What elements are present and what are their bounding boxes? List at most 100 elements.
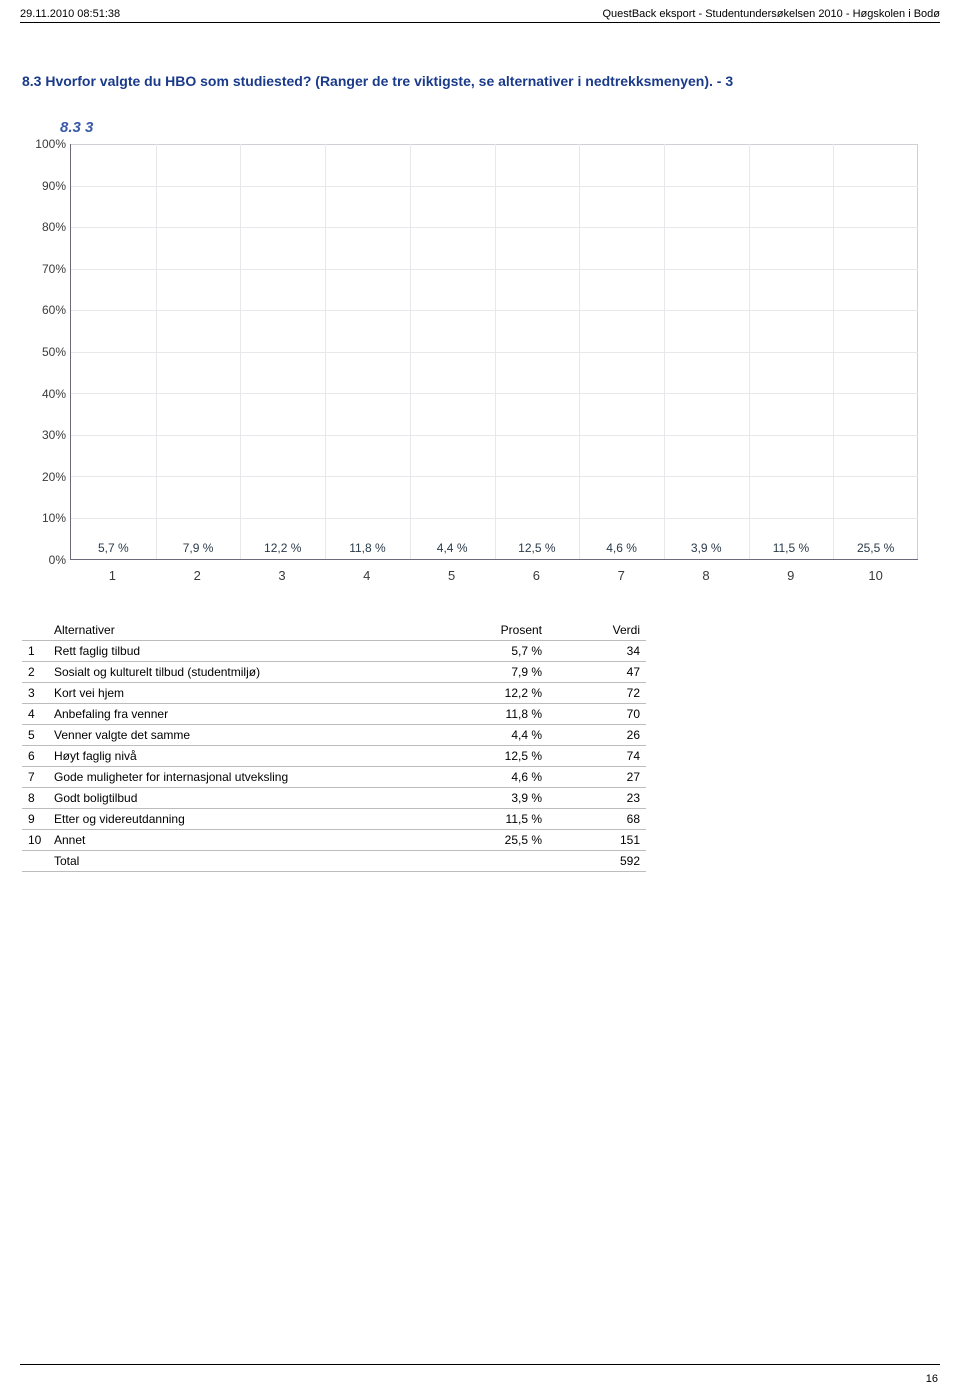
chart-container: 8.3 3 0%10%20%30%40%50%60%70%80%90%100% … (0, 99, 960, 598)
y-tick-label: 20% (42, 470, 66, 484)
table-row: 3Kort vei hjem12,2 %72 (22, 683, 646, 704)
row-prosent: 5,7 % (448, 641, 548, 662)
row-verdi: 72 (548, 683, 646, 704)
row-prosent: 7,9 % (448, 662, 548, 683)
table-row: 5Venner valgte det samme4,4 %26 (22, 725, 646, 746)
row-verdi: 47 (548, 662, 646, 683)
y-tick-label: 100% (35, 137, 66, 151)
table-row: 8Godt boligtilbud3,9 %23 (22, 788, 646, 809)
x-tick-label: 6 (533, 568, 540, 583)
bar-value-label: 11,5 % (773, 541, 809, 555)
row-prosent: 12,5 % (448, 746, 548, 767)
table-header-row: Alternativer Prosent Verdi (22, 620, 646, 641)
row-label: Gode muligheter for internasjonal utveks… (48, 767, 448, 788)
row-prosent: 11,8 % (448, 704, 548, 725)
bar-value-label: 3,9 % (691, 541, 722, 555)
y-tick-label: 90% (42, 179, 66, 193)
x-tick-label: 1 (109, 568, 116, 583)
footer-rule (20, 1364, 940, 1365)
y-tick-label: 0% (49, 553, 66, 567)
y-tick-label: 30% (42, 428, 66, 442)
row-index: 2 (22, 662, 48, 683)
table-total-row: Total 592 (22, 851, 646, 872)
row-prosent: 4,6 % (448, 767, 548, 788)
y-tick-label: 80% (42, 220, 66, 234)
bar-value-label: 5,7 % (98, 541, 129, 555)
question-title: 8.3 Hvorfor valgte du HBO som studiested… (0, 23, 960, 99)
bar-value-label: 4,6 % (606, 541, 637, 555)
table-header-empty (22, 620, 48, 641)
bar-chart: 0% 10% 20% 30% 40% 50% 60% 70% 80% 90% 100% 5,7 % 7… (24, 138, 924, 588)
table-row: 9Etter og videreutdanning11,5 %68 (22, 809, 646, 830)
row-label: Etter og videreutdanning (48, 809, 448, 830)
row-prosent: 12,2 % (448, 683, 548, 704)
x-tick-label: 10 (868, 568, 882, 583)
row-index: 9 (22, 809, 48, 830)
row-label: Kort vei hjem (48, 683, 448, 704)
x-tick-label: 2 (194, 568, 201, 583)
table-header-alternativer: Alternativer (48, 620, 448, 641)
total-label: Total (48, 851, 448, 872)
row-index: 1 (22, 641, 48, 662)
row-prosent: 25,5 % (448, 830, 548, 851)
row-label: Rett faglig tilbud (48, 641, 448, 662)
chart-plot-area: 5,7 %7,9 %12,2 %11,8 %4,4 %12,5 %4,6 %3,… (70, 144, 918, 560)
row-label: Sosialt og kulturelt tilbud (studentmilj… (48, 662, 448, 683)
row-verdi: 23 (548, 788, 646, 809)
table-row: 4Anbefaling fra venner11,8 %70 (22, 704, 646, 725)
row-label: Høyt faglig nivå (48, 746, 448, 767)
y-tick-label: 50% (42, 345, 66, 359)
x-tick-label: 9 (787, 568, 794, 583)
row-index: 6 (22, 746, 48, 767)
row-label: Godt boligtilbud (48, 788, 448, 809)
total-verdi: 592 (548, 851, 646, 872)
row-index: 4 (22, 704, 48, 725)
table-header-verdi: Verdi (548, 620, 646, 641)
table-body: 1Rett faglig tilbud5,7 %342Sosialt og ku… (22, 641, 646, 872)
row-index: 8 (22, 788, 48, 809)
row-index: 7 (22, 767, 48, 788)
x-tick-label: 7 (618, 568, 625, 583)
row-label: Anbefaling fra venner (48, 704, 448, 725)
bar-value-label: 25,5 % (857, 541, 894, 555)
table-header-prosent: Prosent (448, 620, 548, 641)
total-empty (22, 851, 48, 872)
header-title: QuestBack eksport - Studentundersøkelsen… (602, 8, 940, 20)
table-row: 10Annet25,5 %151 (22, 830, 646, 851)
x-tick-label: 4 (363, 568, 370, 583)
table-row: 6Høyt faglig nivå12,5 %74 (22, 746, 646, 767)
y-tick-label: 60% (42, 303, 66, 317)
bar-value-label: 4,4 % (437, 541, 468, 555)
row-verdi: 74 (548, 746, 646, 767)
results-table: Alternativer Prosent Verdi 1Rett faglig … (22, 620, 646, 872)
y-tick-label: 40% (42, 387, 66, 401)
row-prosent: 3,9 % (448, 788, 548, 809)
row-verdi: 34 (548, 641, 646, 662)
table-row: 1Rett faglig tilbud5,7 %34 (22, 641, 646, 662)
y-tick-label: 10% (42, 511, 66, 525)
row-verdi: 151 (548, 830, 646, 851)
row-label: Annet (48, 830, 448, 851)
page-number: 16 (926, 1373, 938, 1385)
bar-value-label: 12,2 % (264, 541, 301, 555)
row-verdi: 70 (548, 704, 646, 725)
table-row: 7Gode muligheter for internasjonal utvek… (22, 767, 646, 788)
row-index: 10 (22, 830, 48, 851)
x-tick-label: 3 (278, 568, 285, 583)
bar-value-label: 11,8 % (349, 541, 385, 555)
row-verdi: 27 (548, 767, 646, 788)
total-prosent (448, 851, 548, 872)
chart-bars: 5,7 %7,9 %12,2 %11,8 %4,4 %12,5 %4,6 %3,… (71, 144, 918, 559)
page-header: 29.11.2010 08:51:38 QuestBack eksport - … (0, 0, 960, 22)
row-verdi: 26 (548, 725, 646, 746)
header-timestamp: 29.11.2010 08:51:38 (20, 8, 120, 20)
row-verdi: 68 (548, 809, 646, 830)
bar-value-label: 12,5 % (518, 541, 555, 555)
x-axis-labels: 12345678910 (70, 564, 918, 588)
x-tick-label: 5 (448, 568, 455, 583)
y-axis: 0% 10% 20% 30% 40% 50% 60% 70% 80% 90% 100% (24, 138, 70, 588)
row-index: 3 (22, 683, 48, 704)
row-prosent: 11,5 % (448, 809, 548, 830)
y-tick-label: 70% (42, 262, 66, 276)
row-prosent: 4,4 % (448, 725, 548, 746)
